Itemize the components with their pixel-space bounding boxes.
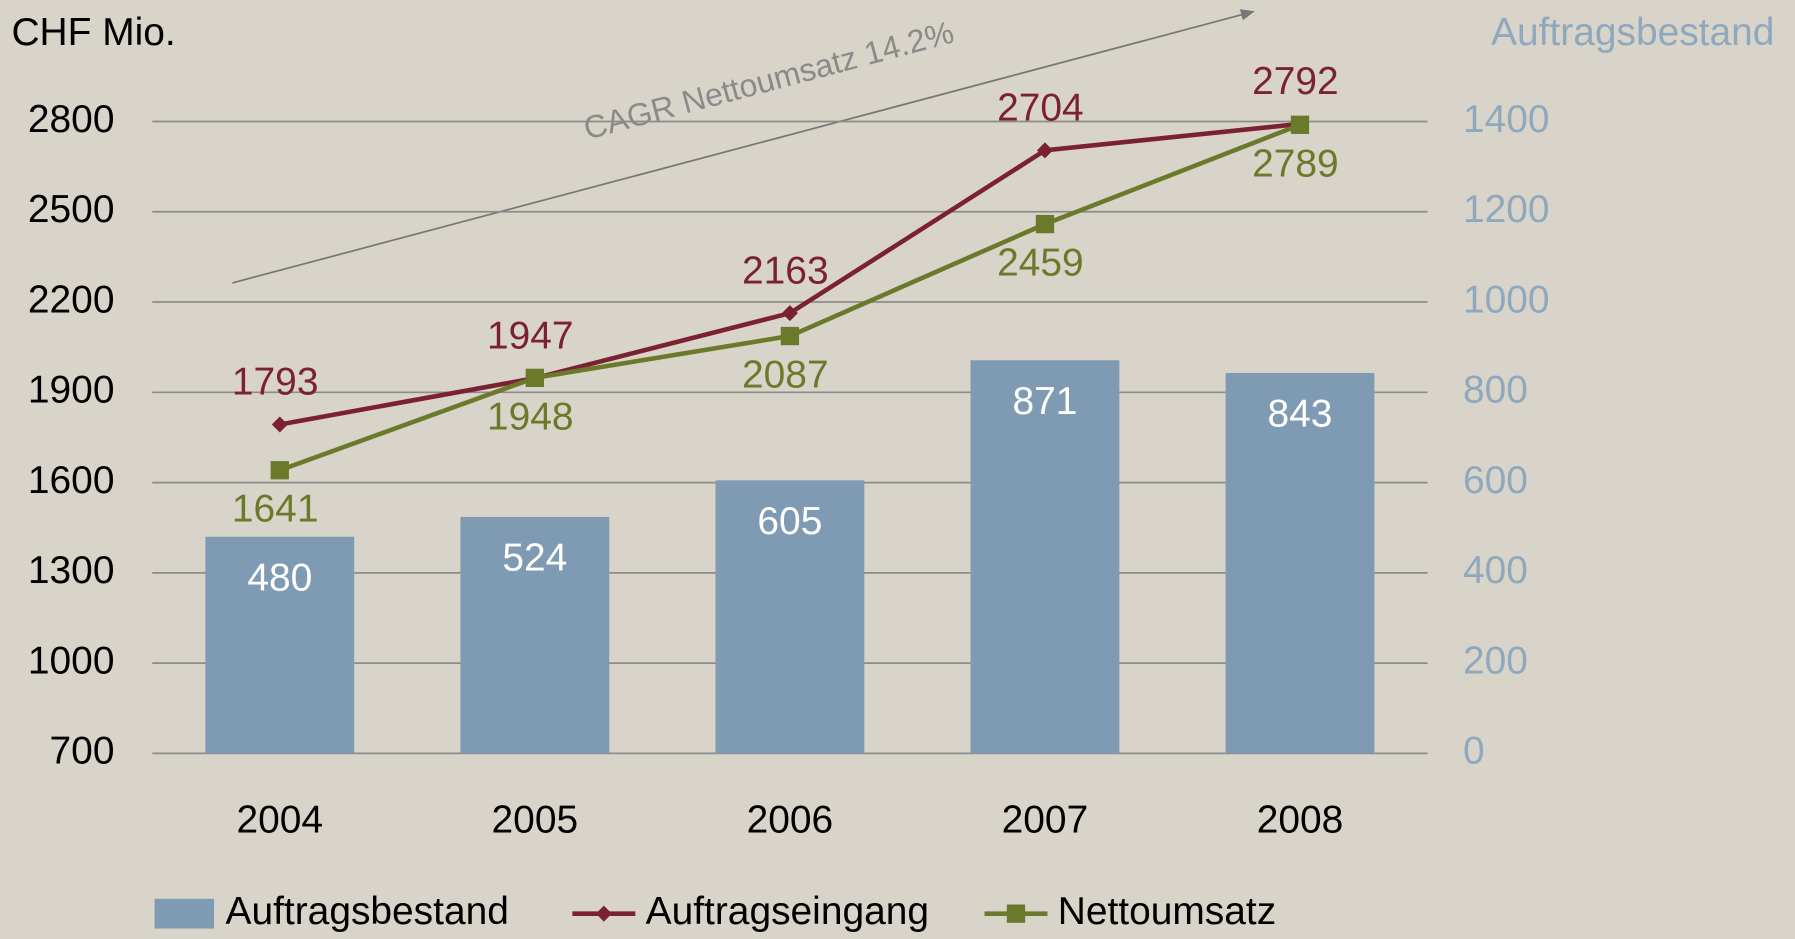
y2-tick-label: 400 xyxy=(1463,549,1528,592)
legend-label: Auftragseingang xyxy=(646,890,929,933)
x-tick-label: 2007 xyxy=(1002,798,1089,841)
bar xyxy=(205,536,355,754)
bar xyxy=(970,360,1120,754)
y2-tick-label: 1000 xyxy=(1463,278,1550,321)
x-tick-label: 2004 xyxy=(237,798,324,841)
y-axis-title: CHF Mio. xyxy=(11,11,175,54)
line-value-label: 1641 xyxy=(232,488,319,531)
y2-axis-title: Auftragsbestand xyxy=(1491,11,1774,54)
legend-label: Auftragsbestand xyxy=(226,890,509,933)
y-tick-label: 2800 xyxy=(28,98,115,141)
legend-swatch xyxy=(154,898,215,929)
marker xyxy=(1290,115,1310,134)
y-tick-label: 700 xyxy=(50,730,115,773)
bar-value-label: 605 xyxy=(757,500,822,543)
y2-tick-label: 600 xyxy=(1463,459,1528,502)
y-tick-label: 1600 xyxy=(28,459,115,502)
line-value-label: 2087 xyxy=(742,354,829,397)
cagr-arrow xyxy=(232,9,1255,284)
y-tick-label: 1900 xyxy=(28,369,115,412)
legend-label: Nettoumsatz xyxy=(1058,890,1276,933)
line-value-label: 2459 xyxy=(997,242,1084,285)
marker xyxy=(1035,214,1055,234)
line-value-label: 1948 xyxy=(487,395,574,438)
marker xyxy=(780,326,800,346)
legend-marker xyxy=(595,905,612,922)
marker xyxy=(1036,142,1053,159)
y-tick-label: 2500 xyxy=(28,188,115,231)
line-value-label: 2792 xyxy=(1252,60,1339,103)
bar xyxy=(1225,372,1375,754)
x-tick-label: 2006 xyxy=(747,798,834,841)
y-tick-label: 2200 xyxy=(28,278,115,321)
y2-tick-label: 200 xyxy=(1463,639,1528,682)
marker xyxy=(270,461,289,480)
line-value-label: 2163 xyxy=(742,249,829,292)
y2-tick-label: 0 xyxy=(1463,730,1485,773)
bar-value-label: 480 xyxy=(247,557,312,600)
line-value-label: 2704 xyxy=(997,87,1084,130)
y2-tick-label: 800 xyxy=(1463,369,1528,412)
bar-value-label: 871 xyxy=(1012,380,1077,423)
line-value-label: 2789 xyxy=(1252,142,1339,185)
bar-value-label: 524 xyxy=(502,537,567,580)
marker xyxy=(525,368,544,388)
y-tick-label: 1300 xyxy=(28,549,115,592)
x-tick-label: 2008 xyxy=(1257,798,1344,841)
x-tick-label: 2005 xyxy=(492,798,579,841)
bar xyxy=(715,480,865,754)
y2-tick-label: 1400 xyxy=(1463,98,1550,141)
y-tick-label: 1000 xyxy=(28,639,115,682)
legend-marker xyxy=(1006,904,1026,923)
line-value-label: 1793 xyxy=(232,361,319,404)
y2-tick-label: 1200 xyxy=(1463,188,1550,231)
bar xyxy=(460,516,610,754)
bar-value-label: 843 xyxy=(1268,393,1333,436)
line-value-label: 1947 xyxy=(487,314,574,357)
